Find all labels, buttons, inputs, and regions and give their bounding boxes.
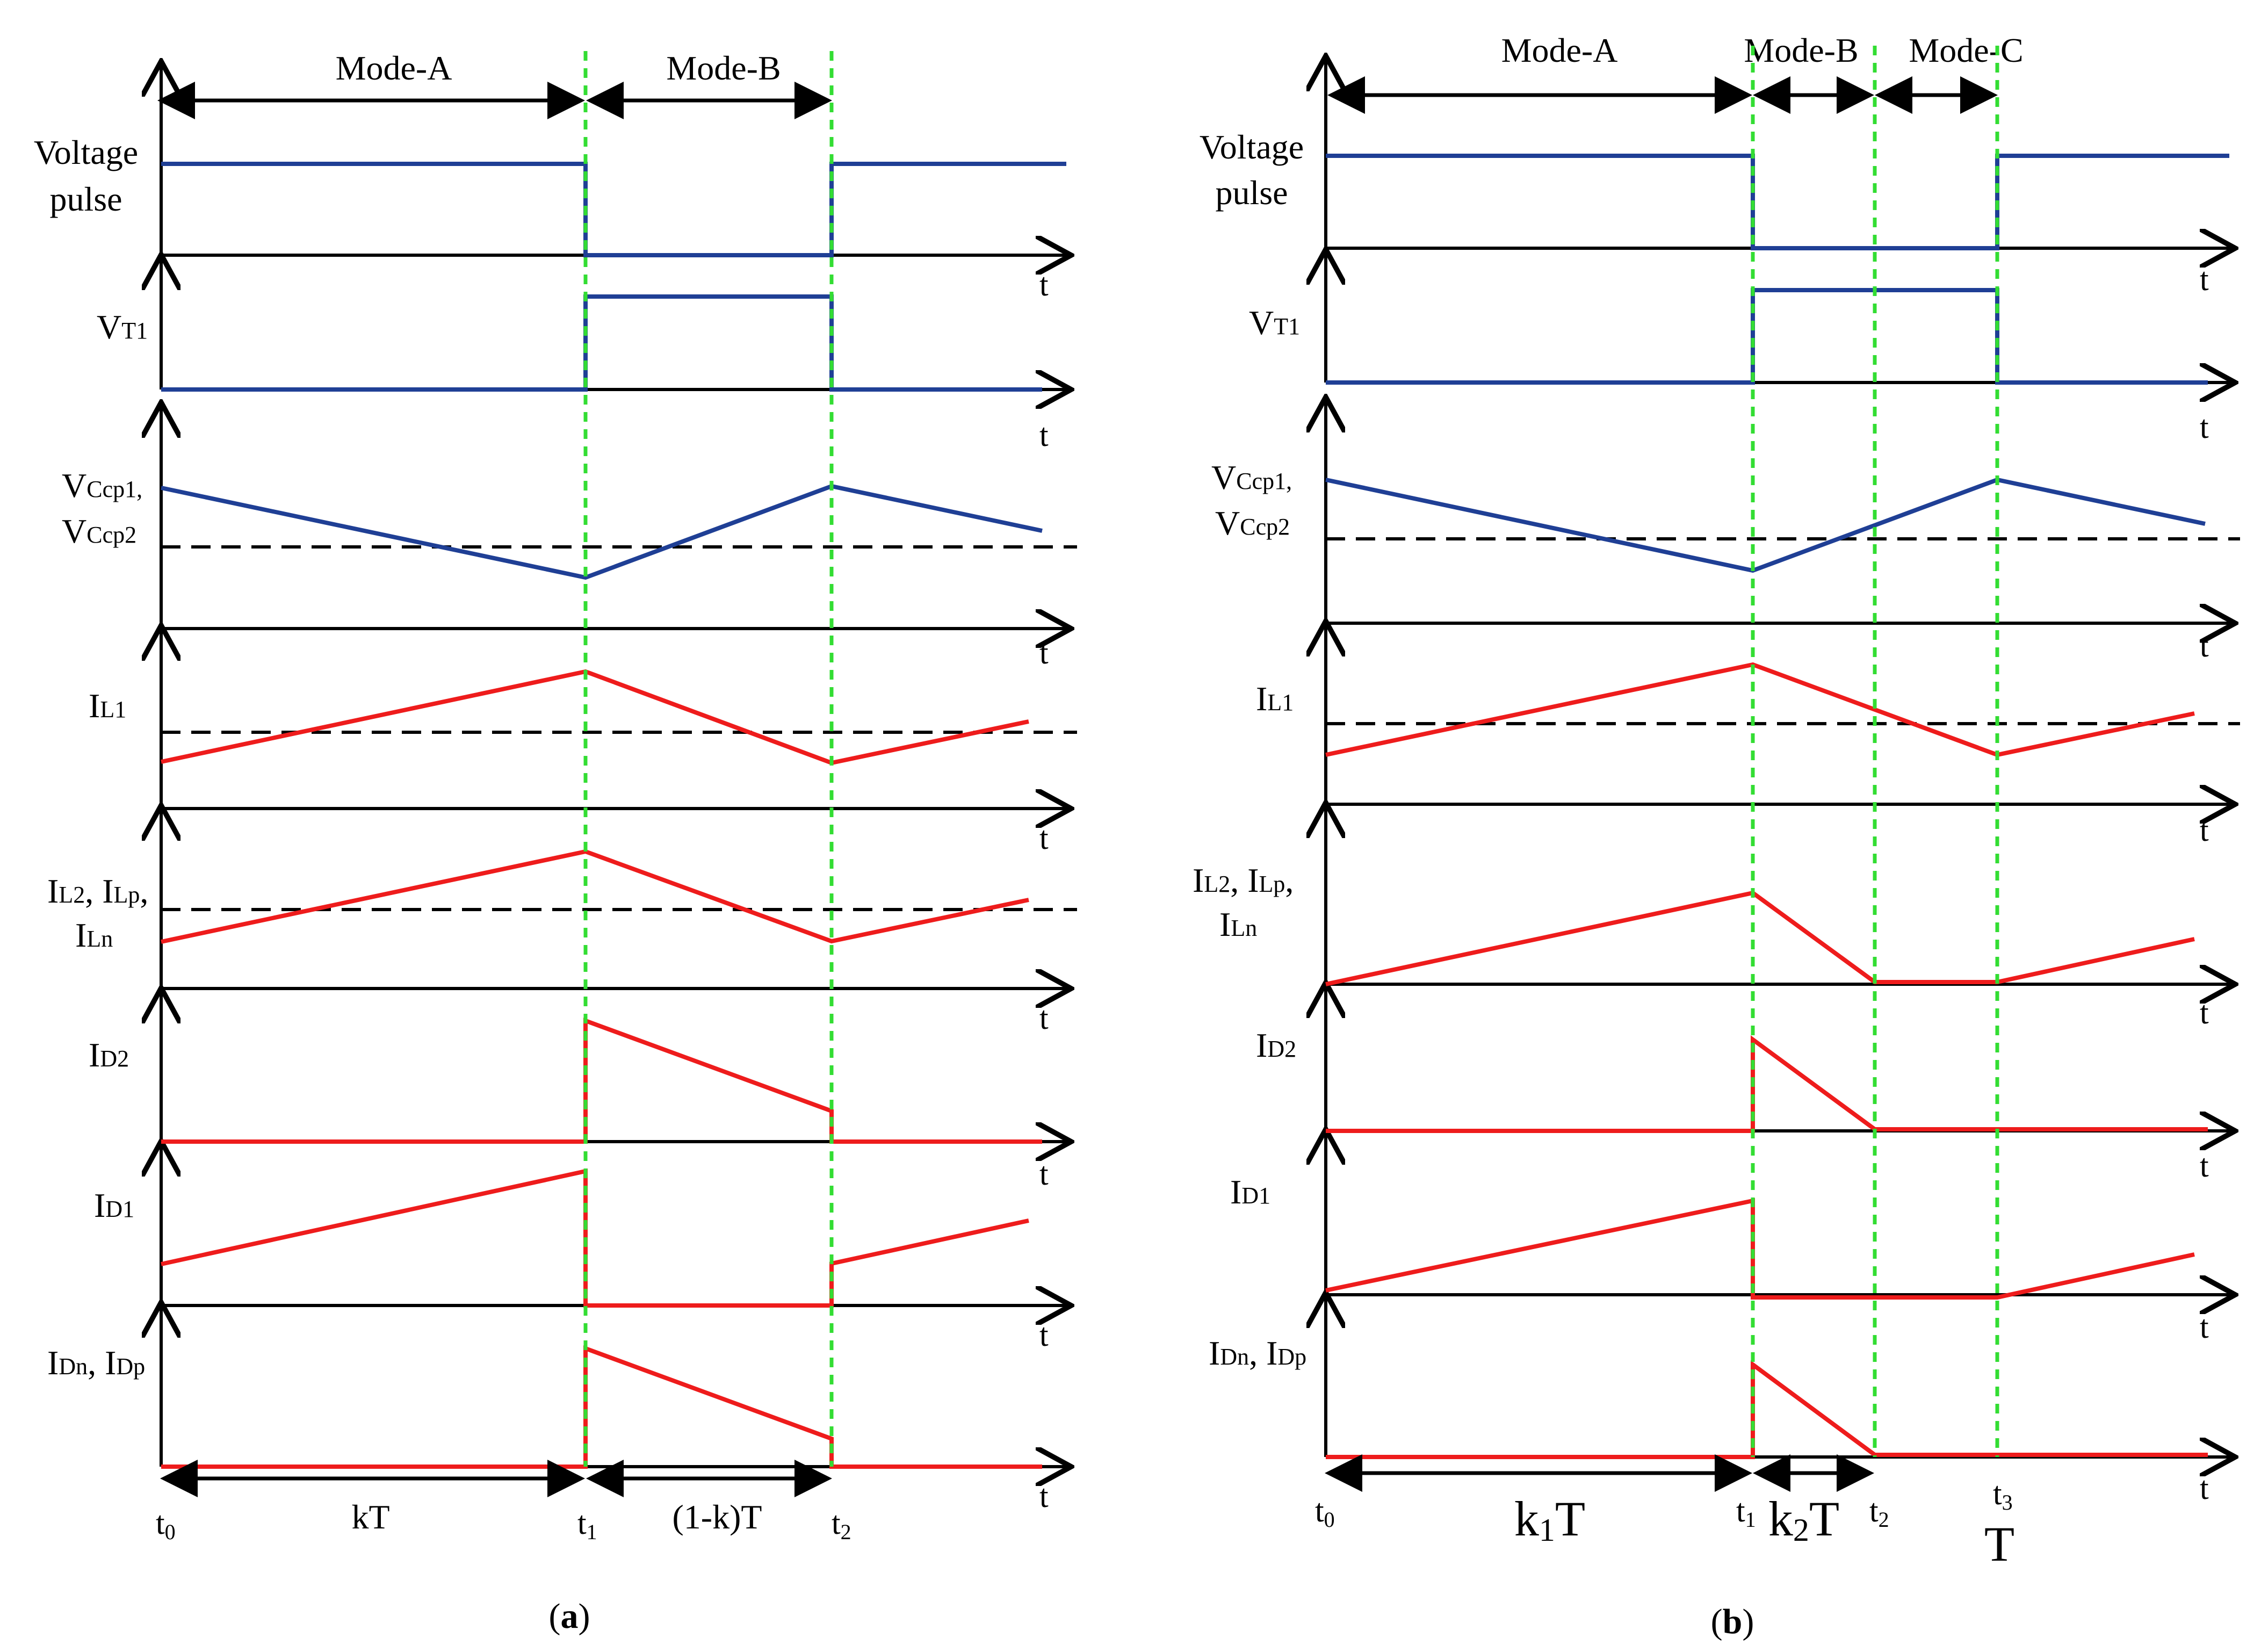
panel-b-mode-c-label: Mode-C: [1909, 31, 2023, 69]
panel-b-t-label-8: t: [2200, 1470, 2209, 1506]
panel-a-t-label-1: t: [1039, 267, 1049, 302]
panel-b-mode-a-label: Mode-A: [1501, 31, 1618, 69]
panel-a-voltage-pulse-trace: [161, 162, 1066, 257]
panel-a-vccp-trace: [161, 484, 1043, 580]
panel-b-t-label-4: t: [2200, 812, 2209, 848]
panel-a-t-label-5: t: [1039, 1000, 1049, 1036]
panel-b-id1-trace: [1325, 1198, 2195, 1300]
panel-b-t-label-7: t: [2200, 1309, 2209, 1345]
panel-b-t-label-3: t: [2200, 628, 2209, 663]
panel-b-vccp1-label: VCcp1,: [1211, 458, 1292, 496]
panel-b-vccp-trace: [1325, 477, 2206, 573]
panel-b-guide-lines: [1751, 46, 1999, 1457]
panel-b-id2-label: ID2: [1256, 1026, 1296, 1064]
panel-a-voltage-pulse-label-line2: pulse: [49, 180, 122, 218]
panel-b-voltage-pulse-label: Voltage: [1200, 128, 1304, 166]
panel-b-k2t-label: k2T: [1768, 1491, 1839, 1548]
panel-b-il2-trace: [1325, 890, 2195, 986]
panel-b-period-label: T: [1984, 1517, 2014, 1571]
panel-a-average-lines: [161, 545, 1077, 911]
panel-a-t-label-7: t: [1039, 1317, 1049, 1353]
panel-b-caption: (b): [1711, 1602, 1754, 1641]
panel-b-t-label-1: t: [2200, 262, 2209, 297]
panel-b-id2-trace: [1326, 1035, 2208, 1133]
panel-a-id2-trace: [161, 1018, 1042, 1144]
panel-a-axes: [161, 64, 1068, 1467]
panel-b-vt1-label: VT1: [1249, 304, 1300, 342]
panel-a-id2-label: ID2: [89, 1036, 129, 1074]
panel-b-t2-label: t2: [1869, 1493, 1889, 1532]
panel-b-t0-label: t0: [1315, 1493, 1335, 1532]
panel-b-t-label-2: t: [2200, 409, 2209, 445]
panel-a-guide-lines: [583, 51, 834, 1467]
panel-a-vccp2-label: VCcp2: [62, 512, 136, 550]
panel-a-idn-idp-label: IDn, IDp: [47, 1344, 145, 1382]
panel-b-vccp2-label: VCcp2: [1215, 504, 1290, 542]
panel-a-voltage-traces: [161, 162, 1066, 580]
panel-b-voltage-traces: [1325, 154, 2229, 573]
panel-b-voltage-pulse-trace: [1326, 154, 2229, 250]
panel-b: Mode-A Mode-B Mode-C Voltage pulse VT1 V…: [1193, 31, 2240, 1641]
panel-b-t-label-5: t: [2200, 995, 2209, 1030]
panel-a-idn-idp-trace: [161, 1345, 1042, 1469]
panel-b-t3-label: t3: [1993, 1476, 2013, 1514]
panel-a-current-traces: [161, 669, 1042, 1469]
panel-b-axes: [1326, 59, 2232, 1457]
panel-a-t1-label: t1: [577, 1505, 597, 1544]
panel-a-t-label-3: t: [1039, 635, 1049, 670]
panel-b-k1t-label: k1T: [1514, 1491, 1585, 1548]
panel-a-id1-trace: [161, 1168, 1029, 1308]
panel-b-id1-label: ID1: [1230, 1173, 1270, 1211]
panel-b-idn-idp-label: IDn, IDp: [1209, 1334, 1306, 1372]
panel-a-t-label-8: t: [1039, 1478, 1049, 1514]
panel-a-vccp1-label: VCcp1,: [62, 466, 142, 504]
panel-a-il1-label: IL1: [89, 687, 126, 725]
panel-a-vt1-label: VT1: [97, 308, 148, 346]
panel-b-current-traces: [1325, 662, 2208, 1459]
panel-b-average-lines: [1326, 537, 2240, 725]
panel-a-iln-label: ILn: [75, 916, 113, 954]
panel-b-t1-label: t1: [1736, 1493, 1756, 1532]
panel-a-t-label-4: t: [1039, 820, 1049, 856]
panel-a-il1-trace: [161, 669, 1029, 766]
panel-a-mode-b-label: Mode-B: [666, 49, 781, 87]
panel-a-t0-label: t0: [156, 1505, 176, 1544]
panel-a-mode-a-label: Mode-A: [336, 49, 452, 87]
panel-a-voltage-pulse-label: Voltage: [34, 133, 138, 171]
panel-b-vt1-trace: [1326, 288, 2208, 385]
panel-a-t-label-6: t: [1039, 1156, 1049, 1192]
panel-a-t2-label: t2: [832, 1505, 851, 1544]
panel-a-vt1-trace: [161, 294, 1042, 392]
panel-a: Mode-A Mode-B Voltage pulse VT1 VCcp1, V…: [34, 49, 1077, 1636]
panel-b-voltage-pulse-label-line2: pulse: [1215, 174, 1288, 212]
panel-b-il1-trace: [1325, 662, 2195, 758]
panel-b-il2-label: IL2, ILp,: [1193, 861, 1294, 899]
panel-a-il2-trace: [161, 849, 1029, 944]
panel-a-kt-label: kT: [351, 1498, 389, 1536]
panel-a-id1-label: ID1: [94, 1186, 134, 1224]
panel-b-iln-label: ILn: [1219, 905, 1257, 943]
panel-a-t-label-2: t: [1039, 417, 1049, 453]
panel-b-mode-b-label: Mode-B: [1744, 31, 1858, 69]
panel-a-caption: (a): [549, 1597, 590, 1636]
panel-b-il1-label: IL1: [1256, 680, 1294, 718]
panel-a-il2-label: IL2, ILp,: [47, 872, 148, 910]
panel-a-1-kt-label: (1-k)T: [672, 1498, 762, 1536]
panel-b-idn-idp-trace: [1326, 1360, 2208, 1459]
panel-b-t-label-6: t: [2200, 1148, 2209, 1184]
